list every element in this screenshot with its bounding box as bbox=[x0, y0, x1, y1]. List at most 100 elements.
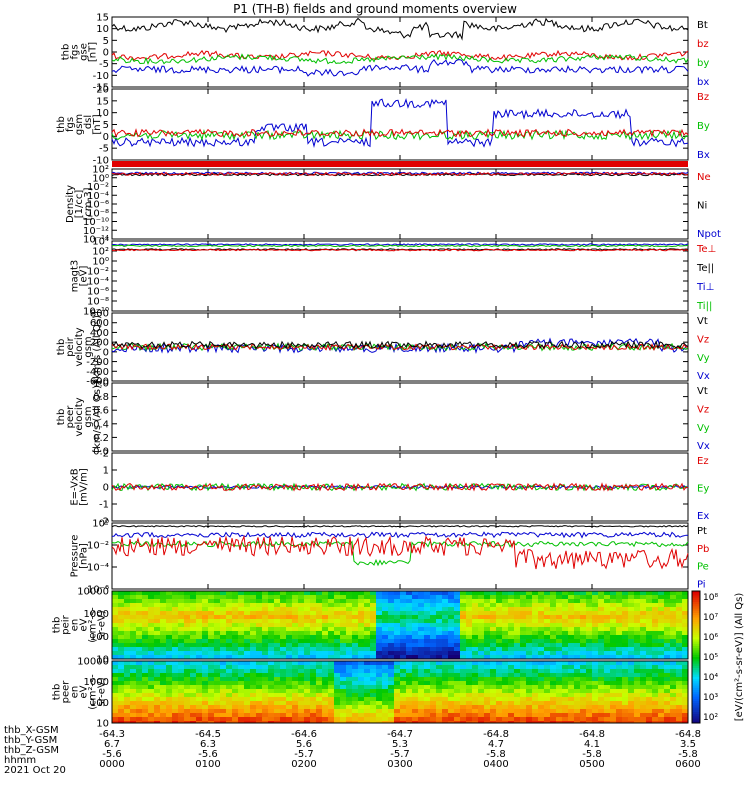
spectrogram-cell bbox=[382, 669, 388, 673]
spectrogram-cell bbox=[190, 717, 196, 721]
spectrogram-cell bbox=[118, 669, 124, 673]
spectrogram-cell bbox=[424, 643, 430, 647]
spectrogram-cell bbox=[328, 635, 334, 639]
spectrogram-cell bbox=[616, 721, 622, 723]
y-tick-label: 0 bbox=[103, 132, 109, 143]
spectrogram-cell bbox=[442, 689, 448, 693]
spectrogram-cell bbox=[520, 685, 526, 689]
spectrogram-cell bbox=[502, 677, 508, 681]
spectrogram-cell bbox=[538, 599, 544, 603]
spectrogram-cell bbox=[340, 713, 346, 717]
y-tick-label: 2 bbox=[103, 449, 109, 460]
spectrogram-cell bbox=[598, 595, 604, 599]
spectrogram-cell bbox=[640, 673, 646, 677]
spectrogram-cell bbox=[478, 651, 484, 655]
spectrogram-cell bbox=[520, 665, 526, 669]
spectrogram-cell bbox=[172, 611, 178, 615]
spectrogram-cell bbox=[340, 685, 346, 689]
spectrogram-cell bbox=[166, 717, 172, 721]
spectrogram-cell bbox=[484, 607, 490, 611]
spectrogram-cell bbox=[442, 709, 448, 713]
spectrogram-cell bbox=[310, 635, 316, 639]
spectrogram-cell bbox=[466, 661, 472, 665]
spectrogram-cell bbox=[616, 607, 622, 611]
spectrogram-cell bbox=[172, 661, 178, 665]
spectrogram-cell bbox=[598, 697, 604, 701]
y-axis-label-line: eV bbox=[79, 618, 90, 631]
y-axis-label-line: (cm²-s- bbox=[88, 674, 99, 710]
spectrogram-cell bbox=[412, 611, 418, 615]
y-tick-label: -10 bbox=[93, 71, 109, 82]
spectrogram-cell bbox=[166, 631, 172, 635]
spectrogram-cell bbox=[172, 673, 178, 677]
x-tick-label: -64.8 bbox=[483, 729, 509, 740]
spectrogram-cell bbox=[472, 631, 478, 635]
spectrogram-cell bbox=[346, 631, 352, 635]
spectrogram-cell bbox=[202, 643, 208, 647]
spectrogram-cell bbox=[568, 673, 574, 677]
spectrogram-cell bbox=[682, 713, 688, 717]
spectrogram-cell bbox=[538, 705, 544, 709]
spectrogram-cell bbox=[274, 631, 280, 635]
spectrogram-cell bbox=[484, 697, 490, 701]
spectrogram-cell bbox=[454, 611, 460, 615]
panel-frame bbox=[111, 590, 689, 660]
spectrogram-cell bbox=[346, 607, 352, 611]
spectrogram-cell bbox=[280, 599, 286, 603]
spectrogram-cell bbox=[346, 685, 352, 689]
y-tick-label: 0.8 bbox=[93, 392, 109, 403]
spectrogram-cell bbox=[310, 619, 316, 623]
spectrogram-cell bbox=[292, 673, 298, 677]
spectrogram-cell bbox=[598, 721, 604, 723]
legend-Te⊥: Te⊥ bbox=[696, 244, 716, 255]
spectrogram-cell bbox=[208, 643, 214, 647]
spectrogram-cell bbox=[226, 677, 232, 681]
spectrogram-cell bbox=[466, 619, 472, 623]
spectrogram-cell bbox=[466, 665, 472, 669]
spectrogram-cell bbox=[670, 669, 676, 673]
colorbar-cell bbox=[692, 635, 700, 638]
spectrogram-cell bbox=[532, 681, 538, 685]
spectrogram-cell bbox=[160, 693, 166, 697]
y-tick-label: 10⁻⁶ bbox=[87, 585, 109, 596]
spectrogram-cell bbox=[148, 685, 154, 689]
spectrogram-cell bbox=[364, 615, 370, 619]
spectrogram-cell bbox=[238, 689, 244, 693]
spectrogram-cell bbox=[400, 647, 406, 651]
spectrogram-cell bbox=[622, 689, 628, 693]
spectrogram-cell bbox=[640, 599, 646, 603]
spectrogram-cell bbox=[262, 647, 268, 651]
spectrogram-cell bbox=[202, 591, 208, 595]
spectrogram-cell bbox=[412, 619, 418, 623]
spectrogram-cell bbox=[334, 635, 340, 639]
spectrogram-cell bbox=[352, 607, 358, 611]
spectrogram-cell bbox=[478, 619, 484, 623]
spectrogram-cell bbox=[622, 721, 628, 723]
spectrogram-cell bbox=[298, 673, 304, 677]
spectrogram-cell bbox=[226, 673, 232, 677]
spectrogram-cell bbox=[580, 623, 586, 627]
spectrogram-cell bbox=[148, 689, 154, 693]
spectrogram-cell bbox=[388, 607, 394, 611]
spectrogram-cell bbox=[250, 677, 256, 681]
spectrogram-cell bbox=[244, 685, 250, 689]
spectrogram-cell bbox=[382, 591, 388, 595]
spectrogram-cell bbox=[520, 693, 526, 697]
spectrogram-cell bbox=[544, 713, 550, 717]
spectrogram-cell bbox=[340, 697, 346, 701]
spectrogram-cell bbox=[502, 639, 508, 643]
spectrogram-cell bbox=[484, 611, 490, 615]
spectrogram-cell bbox=[154, 603, 160, 607]
spectrogram-cell bbox=[208, 705, 214, 709]
spectrogram-cell bbox=[454, 677, 460, 681]
spectrogram-cell bbox=[172, 595, 178, 599]
colorbar-tick-label: 10⁷ bbox=[703, 613, 718, 623]
spectrogram-cell bbox=[346, 647, 352, 651]
spectrogram-cell bbox=[448, 713, 454, 717]
spectrogram-cell bbox=[574, 655, 580, 659]
y-axis-label-line: Pressure bbox=[70, 535, 81, 578]
spectrogram-cell bbox=[316, 635, 322, 639]
spectrogram-cell bbox=[178, 647, 184, 651]
spectrogram-cell bbox=[334, 717, 340, 721]
